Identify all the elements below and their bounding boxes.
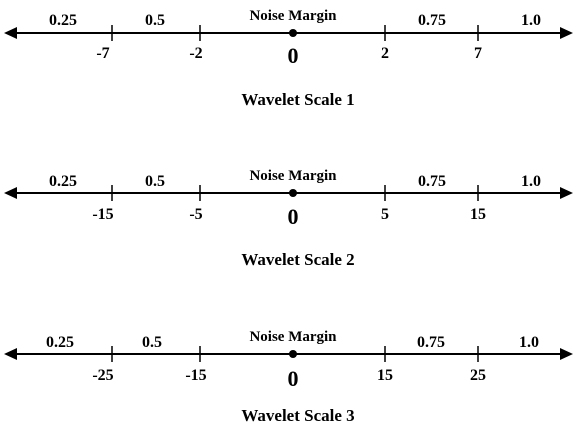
scale-caption: Wavelet Scale 2: [241, 250, 354, 269]
above-label: 0.75: [418, 173, 446, 190]
left-arrow-icon: [4, 27, 17, 39]
zero-label: 0: [288, 366, 299, 391]
tick-label: 15: [470, 206, 486, 223]
tick-label: 15: [377, 367, 393, 384]
noise-margin-label: Noise Margin: [249, 329, 337, 345]
above-label: 0.25: [49, 173, 77, 190]
noise-margin-label: Noise Margin: [249, 168, 337, 184]
tick-label: 25: [470, 367, 486, 384]
above-label: 0.25: [46, 334, 74, 351]
right-arrow-icon: [560, 187, 573, 199]
tick-label: -25: [92, 367, 113, 384]
left-arrow-icon: [4, 187, 17, 199]
right-arrow-icon: [560, 348, 573, 360]
tick-label: -15: [92, 206, 113, 223]
scale-caption: Wavelet Scale 1: [241, 90, 354, 109]
origin-dot: [289, 350, 297, 358]
above-label: 0.5: [145, 12, 165, 29]
tick-label: 2: [381, 45, 389, 62]
origin-dot: [289, 189, 297, 197]
above-label: 1.0: [521, 173, 541, 190]
above-label: 1.0: [519, 334, 539, 351]
zero-label: 0: [288, 43, 299, 68]
scale-2: 0.25 0.5 0.75 1.0 Noise Margin -15 -5 0 …: [4, 168, 573, 269]
origin-dot: [289, 29, 297, 37]
tick-label: 5: [381, 206, 389, 223]
above-label: 0.75: [418, 12, 446, 29]
above-label: 0.25: [49, 12, 77, 29]
above-label: 0.5: [142, 334, 162, 351]
right-arrow-icon: [560, 27, 573, 39]
tick-label: -5: [189, 206, 202, 223]
tick-label: -15: [185, 367, 206, 384]
zero-label: 0: [288, 204, 299, 229]
left-arrow-icon: [4, 348, 17, 360]
above-label: 1.0: [521, 12, 541, 29]
above-label: 0.75: [417, 334, 445, 351]
above-label: 0.5: [145, 173, 165, 190]
noise-margin-label: Noise Margin: [249, 8, 337, 24]
scale-3: 0.25 0.5 0.75 1.0 Noise Margin -25 -15 0…: [4, 329, 573, 425]
scale-1: 0.25 0.5 0.75 1.0 Noise Margin -7 -2 0 2…: [4, 8, 573, 109]
tick-label: 7: [474, 45, 482, 62]
tick-label: -2: [189, 45, 202, 62]
scale-caption: Wavelet Scale 3: [241, 406, 354, 425]
tick-label: -7: [96, 45, 109, 62]
